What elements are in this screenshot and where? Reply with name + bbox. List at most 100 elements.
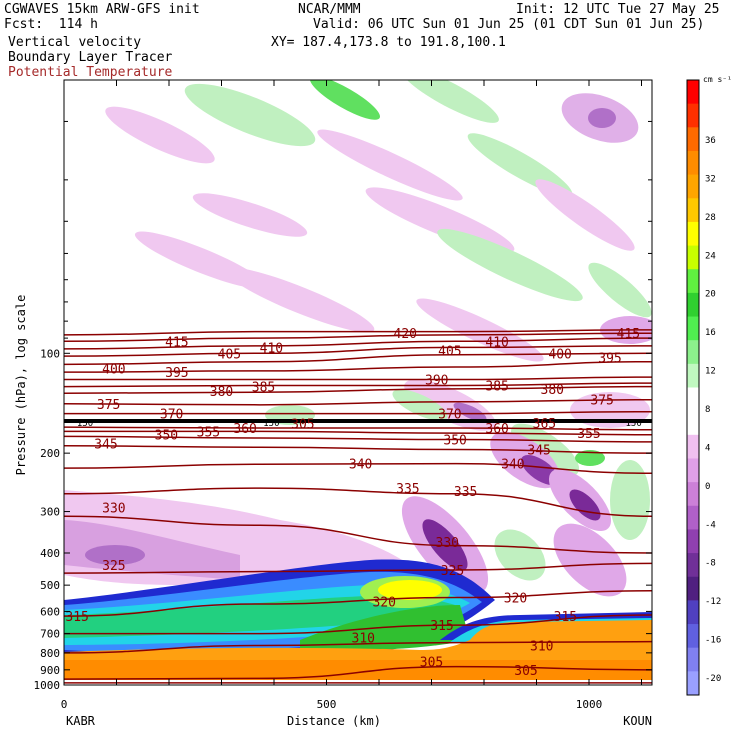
theta-label: 350 <box>443 434 466 449</box>
theta-label: 405 <box>438 344 461 359</box>
theta-contour-line <box>64 462 652 475</box>
colorbar-tick-label: 12 <box>705 367 716 377</box>
theta-contours <box>64 329 652 684</box>
org-label: NCAR/MMM <box>298 2 361 17</box>
theta-label: 315 <box>554 610 577 625</box>
theta-label: 340 <box>501 458 524 473</box>
y-tick-label: 200 <box>40 447 60 460</box>
theta-contour-line <box>64 640 652 654</box>
theta-contour-line <box>64 360 652 373</box>
theta-label: 375 <box>97 398 120 413</box>
theta-contour-line <box>64 345 652 357</box>
theta-label: 150 <box>77 419 93 429</box>
theta-label: 370 <box>160 408 183 423</box>
colorbar-tick-label: 8 <box>705 405 710 415</box>
theta-label: 355 <box>577 427 600 442</box>
x-tick-label: 1000 <box>576 698 603 711</box>
theta-label: 405 <box>218 347 241 362</box>
colorbar-swatch <box>687 647 699 672</box>
colorbar-swatch <box>687 198 699 223</box>
colorbar-swatch <box>687 600 699 625</box>
theta-label: 305 <box>420 656 443 671</box>
right-endpoint-label: KOUN <box>623 714 652 728</box>
theta-label: 315 <box>430 619 453 634</box>
theta-label: 395 <box>165 366 188 381</box>
theta-label: 400 <box>102 362 125 377</box>
theta-label: 360 <box>485 422 508 437</box>
theta-label: 375 <box>590 394 613 409</box>
colorbar-swatch <box>687 411 699 436</box>
theta-contour-line <box>64 435 652 443</box>
colorbar-swatch <box>687 505 699 530</box>
colorbar-tick-label: 36 <box>705 136 716 146</box>
theta-label: 350 <box>155 429 178 444</box>
field-potential-temperature: Potential Temperature <box>8 65 173 80</box>
theta-contour-line <box>64 590 652 617</box>
theta-label: 415 <box>165 335 188 350</box>
theta-contour-line <box>64 332 652 343</box>
theta-label: 355 <box>197 425 220 440</box>
theta-contour-line <box>64 352 652 366</box>
colorbar-swatch <box>687 363 699 388</box>
theta-contour-line <box>64 337 652 350</box>
y-tick-label: 600 <box>40 605 60 618</box>
colorbar-tick-label: -12 <box>705 597 721 607</box>
colorbar-swatch <box>687 221 699 247</box>
theta-contour-line <box>64 385 652 395</box>
y-tick-label: 900 <box>40 664 60 677</box>
theta-label: 390 <box>425 374 448 389</box>
colorbar-swatch <box>687 127 699 152</box>
theta-label: 305 <box>291 418 314 433</box>
theta-contour-line <box>64 430 652 436</box>
colorbar-swatch <box>687 553 699 578</box>
theta-label: 150 <box>625 419 641 429</box>
colorbar-units: cm s⁻¹ <box>703 75 732 84</box>
colorbar-frame <box>686 79 700 696</box>
theta-label: 345 <box>94 437 117 452</box>
theta-label: 410 <box>485 335 508 350</box>
colorbar-swatch <box>687 624 699 649</box>
theta-contour-line <box>64 426 652 431</box>
colorbar-swatch <box>687 482 699 507</box>
colorbar: 36 32 28 24 20 16 12 8 4 0 -4 -8 -12 -16 -20 <box>686 79 721 696</box>
colorbar-swatch <box>687 671 699 696</box>
colorbar-swatch <box>687 316 699 341</box>
colorbar-swatch <box>687 576 699 601</box>
cross-section-xy: XY= 187.4,173.8 to 191.8,100.1 <box>271 35 506 50</box>
theta-label: 360 <box>233 422 256 437</box>
theta-label: 340 <box>349 458 372 473</box>
colorbar-tick-label: 20 <box>705 290 716 300</box>
y-tick-label: 400 <box>40 547 60 560</box>
colorbar-swatch <box>687 292 699 318</box>
x-tick-label: 0 <box>61 698 68 711</box>
theta-contour-line <box>64 445 652 454</box>
theta-label: 365 <box>533 417 556 432</box>
colorbar-tick-label: 0 <box>705 482 710 492</box>
theta-label: 330 <box>436 536 459 551</box>
colorbar-swatch <box>687 103 699 128</box>
theta-label: 335 <box>396 482 419 497</box>
colorbar-swatch <box>687 529 699 554</box>
field-boundary-layer-tracer: Boundary Layer Tracer <box>8 50 173 65</box>
left-endpoint-label: KABR <box>66 714 96 728</box>
theta-contour-line <box>64 410 652 415</box>
theta-label: 315 <box>65 610 88 625</box>
model-title: CGWAVES 15km ARW-GFS init <box>4 2 200 17</box>
colorbar-swatch <box>687 340 699 365</box>
theta-label: 400 <box>548 347 571 362</box>
theta-contour-line <box>64 665 652 680</box>
theta-contour-line <box>64 487 652 518</box>
theta-label: 415 <box>617 327 640 342</box>
y-tick-label: 800 <box>40 647 60 660</box>
theta-label: 410 <box>260 341 283 356</box>
theta-label: 310 <box>530 639 553 654</box>
colorbar-tick-label: -20 <box>705 674 721 684</box>
theta-contour-line <box>64 562 652 574</box>
theta-label: 310 <box>352 632 375 647</box>
colorbar-tick-label: -16 <box>705 636 721 646</box>
colorbar-swatch <box>687 458 699 483</box>
colorbar-swatch <box>687 80 699 105</box>
theta-label: 325 <box>441 564 464 579</box>
theta-label: 320 <box>373 595 396 610</box>
theta-contour-line <box>64 398 652 406</box>
